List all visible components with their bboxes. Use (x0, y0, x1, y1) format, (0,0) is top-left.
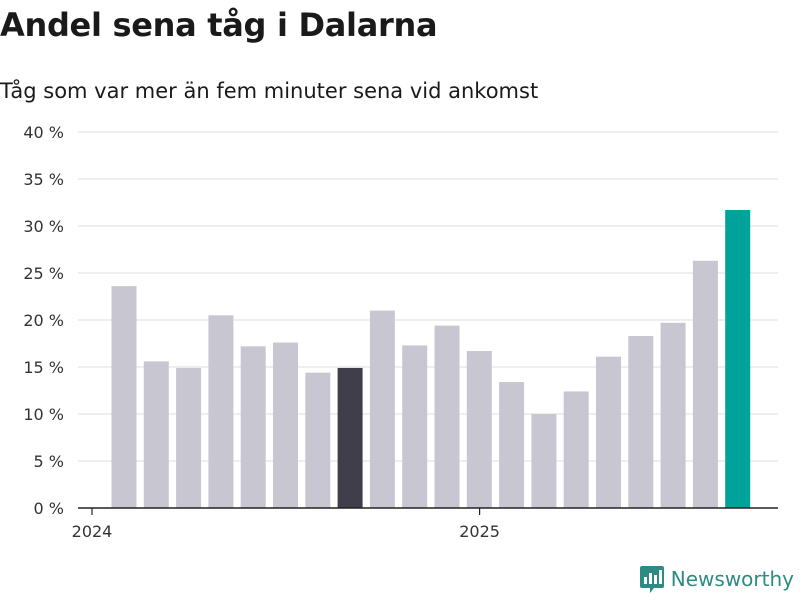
newsworthy-brand[interactable]: Newsworthy (639, 564, 794, 594)
y-tick-label: 30 % (23, 217, 64, 236)
bar-2024-05 (240, 346, 266, 508)
y-tick-label: 20 % (23, 311, 64, 330)
bar-2024-08 (337, 367, 363, 508)
gridlines (78, 131, 778, 462)
bar-2025-07 (692, 260, 718, 508)
y-axis-ticks: 0 % 5 % 10 % 15 % 20 % 25 % 30 % 35 % 40 % (23, 123, 64, 518)
y-tick-label: 15 % (23, 358, 64, 377)
bar-2025-02 (531, 414, 557, 508)
bar-2024-09 (369, 310, 395, 508)
y-tick-label: 10 % (23, 405, 64, 424)
bar-2024-03 (176, 367, 202, 508)
x-tick-label: 2024 (72, 522, 113, 541)
x-tick-label: 2025 (459, 522, 500, 541)
bar-2025-03 (563, 391, 589, 508)
bar-2024-07 (305, 372, 331, 508)
bar-2024-06 (273, 342, 298, 508)
y-tick-label: 25 % (23, 264, 64, 283)
chart-title: Andel sena tåg i Dalarna (0, 6, 438, 44)
y-tick-label: 35 % (23, 170, 64, 189)
y-tick-label: 0 % (34, 499, 64, 518)
bar-2025-01 (499, 382, 525, 508)
bar-2024-10 (402, 345, 428, 508)
bar-2024-01 (111, 286, 137, 508)
brand-name: Newsworthy (670, 567, 794, 591)
chart-subtitle: Tåg som var mer än fem minuter sena vid … (0, 79, 539, 103)
bar-2024-12 (466, 351, 492, 508)
bar-2025-06 (660, 322, 686, 508)
y-tick-label: 40 % (23, 123, 64, 142)
bars (111, 210, 751, 508)
x-axis-ticks: 2024 2025 (72, 508, 500, 541)
bar-2025-04 (596, 356, 621, 508)
bar-2025-05 (628, 335, 654, 508)
y-tick-label: 5 % (34, 452, 64, 471)
bar-2024-11 (434, 325, 460, 508)
newsworthy-logo-icon (639, 566, 664, 593)
bar-2025-08 (725, 210, 751, 508)
bar-2024-04 (208, 315, 234, 508)
bar-2024-02 (143, 361, 169, 508)
